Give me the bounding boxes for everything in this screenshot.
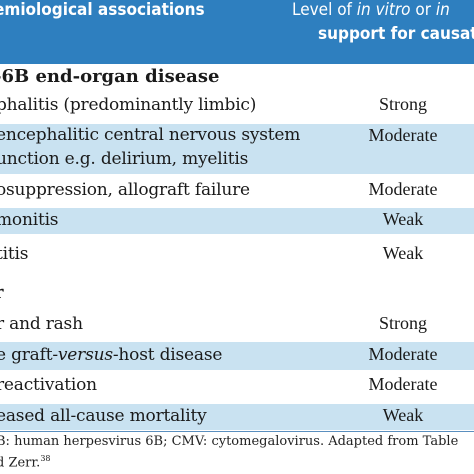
table-row: monitis Weak bbox=[0, 208, 474, 234]
association-cell: titis bbox=[0, 244, 29, 264]
table-row: osuppression, allograft failure Moderate bbox=[0, 176, 474, 206]
header-associations: emiological associations bbox=[0, 0, 205, 20]
header-level-line1: Level of in vitro or in bbox=[292, 0, 450, 20]
level-cell: Moderate bbox=[368, 344, 438, 364]
level-cell: Strong bbox=[378, 94, 427, 114]
table-row: r and rash Strong bbox=[0, 310, 474, 340]
association-cell: phalitis (predominantly limbic) bbox=[0, 95, 257, 115]
level-cell: Moderate bbox=[368, 374, 438, 394]
table-bottom-rule bbox=[0, 431, 474, 432]
table-row: phalitis (predominantly limbic) Strong bbox=[0, 92, 474, 122]
header-level-line2: support for causatio bbox=[318, 24, 474, 44]
level-cell: Weak bbox=[382, 243, 424, 263]
association-cell: eased all-cause mortality bbox=[0, 406, 207, 426]
association-cell-continued: unction e.g. delirium, myelitis bbox=[0, 149, 249, 169]
table-header: emiological associations Level of in vit… bbox=[0, 0, 474, 64]
level-cell: Moderate bbox=[368, 125, 438, 145]
section-title: -6B end-organ disease bbox=[0, 66, 220, 87]
footnote-line-2: d Zerr.38 bbox=[0, 454, 51, 471]
table-row: eased all-cause mortality Weak bbox=[0, 404, 474, 430]
level-cell: Strong bbox=[378, 313, 427, 333]
association-cell: monitis bbox=[0, 210, 59, 230]
table-row: encephalitic central nervous system unct… bbox=[0, 124, 474, 174]
table-row: e graft-versus-host disease Moderate bbox=[0, 342, 474, 370]
table-row: reactivation Moderate bbox=[0, 372, 474, 402]
level-cell: Moderate bbox=[368, 179, 438, 199]
association-cell: osuppression, allograft failure bbox=[0, 180, 250, 200]
association-cell: e graft-versus-host disease bbox=[0, 345, 223, 365]
table-row: titis Weak bbox=[0, 240, 474, 270]
section-title: r bbox=[0, 282, 3, 303]
association-cell: r and rash bbox=[0, 314, 83, 334]
association-cell: encephalitic central nervous system bbox=[0, 125, 301, 145]
level-cell: Weak bbox=[382, 405, 424, 425]
footnote-line-1: B: human herpesvirus 6B; CMV: cytomegalo… bbox=[0, 434, 459, 449]
level-cell: Weak bbox=[382, 209, 424, 229]
association-cell: reactivation bbox=[0, 375, 97, 395]
